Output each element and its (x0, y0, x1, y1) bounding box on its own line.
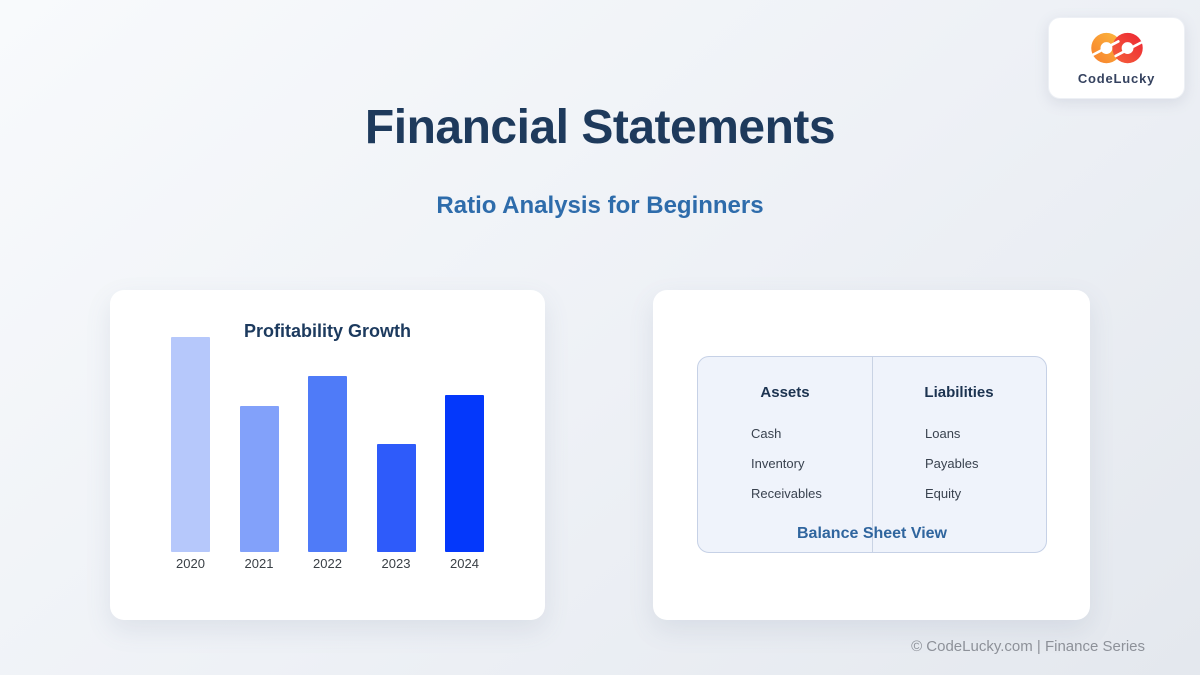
logo-text: CodeLucky (1077, 71, 1156, 86)
infinity-logo-icon (1090, 32, 1143, 64)
bar-axis-label: 2020 (176, 556, 205, 571)
column-divider (872, 357, 873, 552)
bar-group-2022: 2022 (308, 376, 347, 572)
balance-sheet-card: Assets Cash Inventory Receivables Liabilitie… (653, 290, 1090, 620)
column-header: Assets (760, 384, 810, 401)
bar-group-2021: 2021 (239, 406, 279, 572)
bar-axis-label: 2023 (381, 556, 411, 571)
column-items: Loans Payables Equity (872, 426, 1046, 501)
bar-2024 (445, 395, 484, 552)
bar-group-2020: 2020 (171, 337, 210, 572)
list-item: Equity (925, 486, 962, 501)
bar-axis-label: 2021 (244, 556, 274, 571)
chart-title: Profitability Growth (243, 321, 411, 341)
balance-column-assets: Assets Cash Inventory Receivables (698, 357, 872, 552)
bar-2023 (376, 444, 416, 552)
list-item: Receivables (751, 486, 822, 501)
bar-axis-label: 2022 (313, 556, 342, 571)
list-item: Payables (925, 456, 979, 471)
column-items: Cash Inventory Receivables (698, 426, 872, 501)
column-header: Liabilities (924, 384, 994, 401)
list-item: Loans (925, 426, 961, 441)
bar-2020 (171, 337, 210, 552)
footer-credit: © CodeLucky.com | Finance Series (911, 638, 1145, 655)
balance-sheet-columns: Assets Cash Inventory Receivables Liabilitie… (698, 357, 1046, 552)
page-title: Financial Statements (364, 101, 836, 154)
profitability-chart-card: Profitability Growth 2020 2021 2022 2023 202… (110, 290, 545, 620)
balance-column-liabilities: Liabilities Loans Payables Equity (872, 357, 1046, 552)
bar-group-2023: 2023 (376, 444, 416, 572)
bar-axis-label: 2024 (450, 556, 479, 571)
list-item: Inventory (751, 456, 805, 471)
list-item: Cash (751, 426, 782, 441)
bar-chart: 2020 2021 2022 2023 2024 (171, 337, 484, 572)
bar-group-2024: 2024 (445, 395, 484, 572)
page-subtitle: Ratio Analysis for Beginners (436, 192, 764, 219)
bar-2021 (239, 406, 279, 552)
logo-card: CodeLucky (1048, 17, 1185, 99)
balance-sheet-caption: Balance Sheet View (797, 525, 947, 542)
balance-sheet-box: Assets Cash Inventory Receivables Liabilitie… (697, 356, 1047, 553)
bar-2022 (308, 376, 347, 552)
